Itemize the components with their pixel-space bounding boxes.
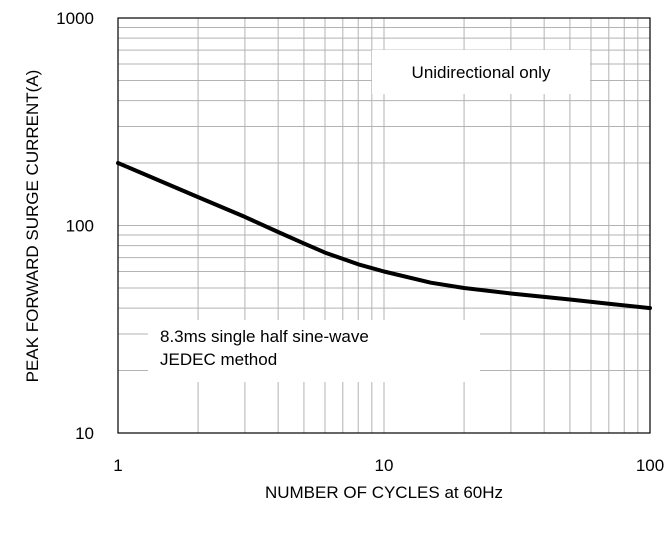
annotation-box-method xyxy=(148,320,480,382)
y-tick-label: 100 xyxy=(66,217,94,236)
annotation-unidirectional: Unidirectional only xyxy=(412,63,551,82)
y-tick-label: 10 xyxy=(75,424,94,443)
series-line-surge-current xyxy=(116,161,652,311)
x-tick-label: 10 xyxy=(375,456,394,475)
plot-frame xyxy=(117,17,651,434)
annotation-half-sine-wave: 8.3ms single half sine-wave xyxy=(160,327,369,346)
tick-labels: 1 10 100 10 100 1000 xyxy=(56,9,664,475)
annotation-jedec-method: JEDEC method xyxy=(160,350,277,369)
x-tick-label: 100 xyxy=(636,456,664,475)
x-axis-title: NUMBER OF CYCLES at 60Hz xyxy=(265,483,503,502)
y-tick-label: 1000 xyxy=(56,9,94,28)
x-tick-label: 1 xyxy=(113,456,122,475)
annotation-box-unidirectional xyxy=(372,50,590,94)
y-axis-title: PEAK FORWARD SURGE CURRENT(A) xyxy=(23,70,42,383)
